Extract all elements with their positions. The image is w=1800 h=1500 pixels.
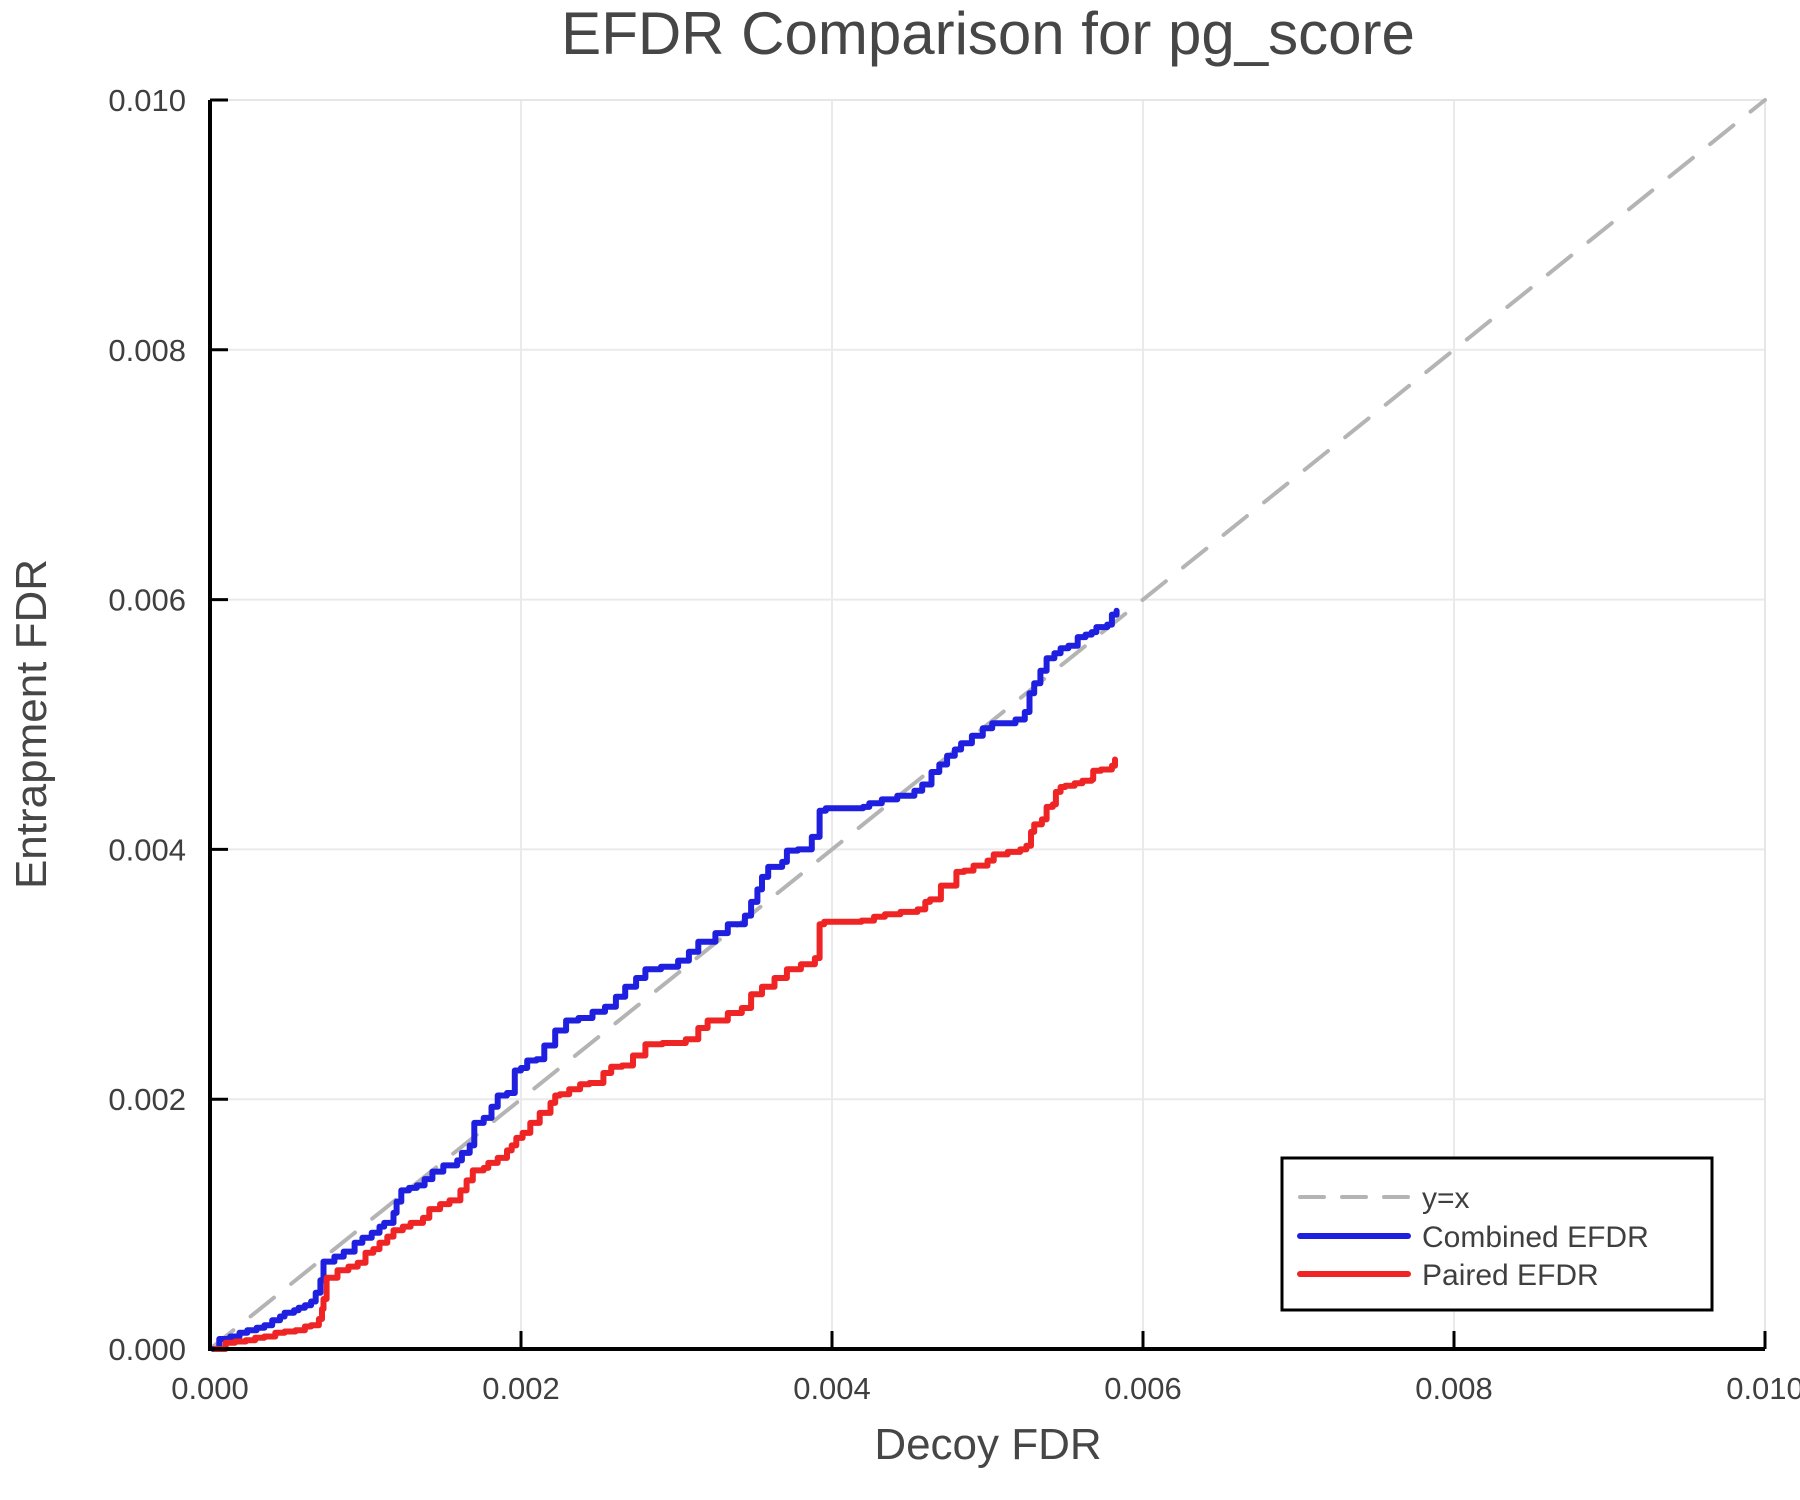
x-axis-label: Decoy FDR [874,1420,1101,1469]
x-tick-label: 0.008 [1415,1371,1493,1406]
x-tick-label: 0.004 [793,1371,871,1406]
y-tick-label: 0.002 [108,1082,186,1117]
grid-layer [210,99,1766,1349]
y-tick-label: 0.010 [108,83,186,118]
axis-layer: 0.000 0.002 0.004 0.006 0.008 0.010 0.000 0.002… [108,83,1800,1406]
chart-title: EFDR Comparison for pg_score [561,0,1415,67]
legend-label-combined-efdr: Combined EFDR [1422,1221,1649,1254]
series-y-x [208,98,1767,1351]
x-tick-label: 0.010 [1726,1371,1800,1406]
y-tick-label: 0.004 [108,832,186,867]
series-combined-efdr [210,607,1120,1352]
y-axis-label: Entrapment FDR [7,559,56,889]
x-tick-label: 0.002 [482,1371,560,1406]
x-tick-label: 0.006 [1104,1371,1182,1406]
legend-label-y-x: y=x [1422,1182,1470,1215]
legend-label-paired-efdr: Paired EFDR [1422,1259,1599,1292]
y-tick-label: 0.008 [108,333,186,368]
series-paired-efdr [211,756,1118,1352]
legend: y=x Combined EFDR Paired EFDR [1280,1156,1714,1312]
y-tick-label: 0.006 [108,583,186,618]
x-tick-label: 0.000 [171,1371,249,1406]
series-layer [208,98,1767,1352]
y-tick-label: 0.000 [108,1332,186,1367]
